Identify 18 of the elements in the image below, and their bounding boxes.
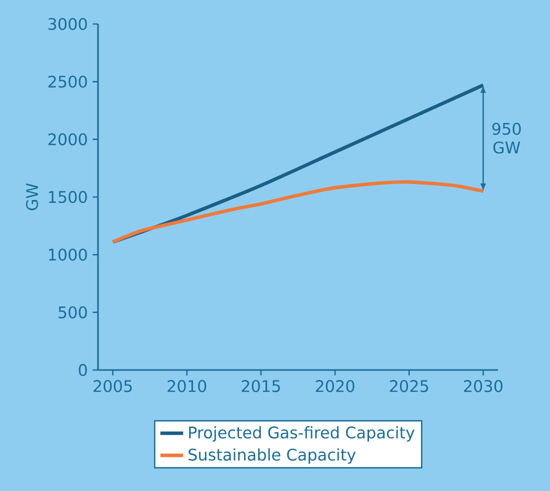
y-tick-label: 2500 bbox=[48, 76, 87, 88]
x-tick-label: 2005 bbox=[94, 380, 132, 392]
x-tick-label: 2010 bbox=[168, 380, 206, 392]
legend-label: Sustainable Capacity bbox=[188, 448, 356, 464]
legend-label: Projected Gas-fired Capacity bbox=[189, 426, 415, 442]
y-tick-label: 2000 bbox=[48, 133, 87, 146]
y-tick-label: 1500 bbox=[48, 190, 87, 204]
y-axis-title: GW bbox=[26, 183, 38, 210]
y-tick-label: 0 bbox=[78, 364, 87, 376]
x-tick-label: 2020 bbox=[316, 380, 354, 392]
annotation: 950 GW bbox=[492, 122, 521, 154]
y-tick-label: 1000 bbox=[48, 248, 87, 261]
y-tick-label: 500 bbox=[58, 306, 87, 318]
y-tick-label: 3000 bbox=[48, 18, 87, 30]
line-series bbox=[111, 180, 485, 244]
x-tick-label: 2030 bbox=[464, 380, 502, 392]
x-tick-label: 2025 bbox=[390, 380, 428, 392]
x-tick-label: 2015 bbox=[242, 380, 280, 392]
